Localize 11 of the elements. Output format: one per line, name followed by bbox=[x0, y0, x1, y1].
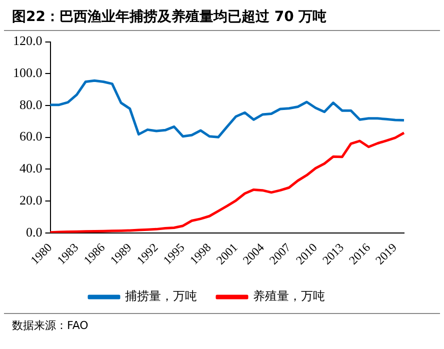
y-tick-label: 60.0 bbox=[20, 128, 42, 144]
chart-title: 图22：巴西渔业年捕捞及养殖量均已超过 70 万吨 bbox=[4, 0, 440, 31]
source-note: 数据来源：FAO bbox=[12, 318, 90, 333]
y-tick-label: 20.0 bbox=[20, 192, 42, 208]
y-tick-label: 80.0 bbox=[20, 96, 42, 112]
y-tick-label: 120.0 bbox=[13, 33, 42, 48]
y-tick-label: 40.0 bbox=[20, 160, 42, 176]
y-tick-label: 100.0 bbox=[13, 65, 42, 80]
legend-label: 养殖量，万吨 bbox=[253, 289, 325, 304]
y-tick-label: 0.0 bbox=[26, 224, 42, 240]
legend-label: 捕捞量，万吨 bbox=[125, 289, 197, 304]
